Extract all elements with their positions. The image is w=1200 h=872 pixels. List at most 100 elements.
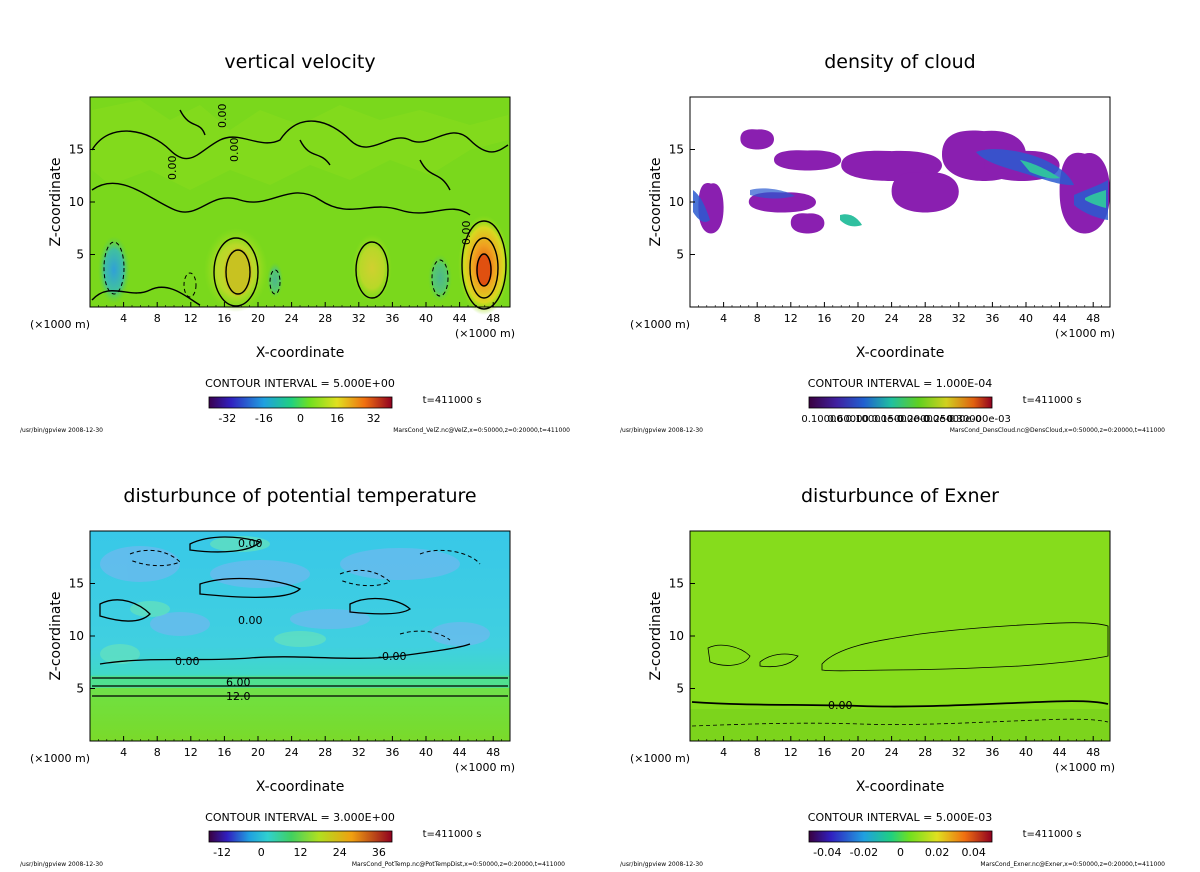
colorbar-ticks: -32 -16 0 16 32 xyxy=(218,412,380,425)
chart-svg: disturbunce of potential temperature xyxy=(20,485,565,868)
colorbar-ticks: 0.100000.600000.10000e-00.15000e-00.2000… xyxy=(801,414,1010,425)
colorbar-tick-label: 16 xyxy=(330,412,344,425)
x-tick-label: 44 xyxy=(1053,312,1067,325)
contour-label: 0.00 xyxy=(238,537,263,550)
chart-svg: disturbunce of Exner 0.00 4 8 12 16 20 24 28 32… xyxy=(620,485,1165,868)
x-tick-label: 4 xyxy=(720,312,727,325)
y-axis-label: Z-coordinate xyxy=(648,591,664,680)
x-tick-label: 32 xyxy=(352,746,366,759)
x-unit-left: (×1000 m) xyxy=(30,752,90,765)
y-axis-label: Z-coordinate xyxy=(48,157,64,246)
colorbar-tick-label: 0 xyxy=(258,846,265,859)
colorbar-tick-label: 0.15000e-0 xyxy=(872,414,929,425)
x-unit-right: (×1000 m) xyxy=(1055,327,1115,340)
updraft-max xyxy=(476,254,492,286)
x-unit-right: (×1000 m) xyxy=(1055,761,1115,774)
x-tick-label: 20 xyxy=(251,312,265,325)
x-tick-label: 24 xyxy=(285,746,299,759)
x-tick-label: 28 xyxy=(918,312,932,325)
x-tick-label: 40 xyxy=(1019,746,1033,759)
lower-layer xyxy=(690,709,1110,741)
cloud-cell xyxy=(790,213,825,234)
footer-right: MarsCond_Exner.nc@Exner,x=0:50000,z=0:20… xyxy=(980,861,1165,868)
colorbar-tick-label: 0 xyxy=(297,412,304,425)
chart-title: vertical velocity xyxy=(224,51,375,73)
x-axis-label: X-coordinate xyxy=(256,345,345,361)
x-unit-left: (×1000 m) xyxy=(630,318,690,331)
contour-label: 0.00 xyxy=(216,104,229,129)
contour-label: 0.00 xyxy=(238,614,263,627)
contour-label: 0.00 xyxy=(228,138,241,163)
cloud-cell xyxy=(891,172,959,213)
x-tick-label: 20 xyxy=(851,746,865,759)
colorbar-tick-label: 0.10000 xyxy=(801,414,842,425)
cloud-highlights xyxy=(693,149,1108,227)
x-tick-label: 44 xyxy=(453,312,467,325)
colorbar-tick-label: 0.20000e-0 xyxy=(898,414,955,425)
y-tick-label: 5 xyxy=(76,682,84,696)
contour-interval: CONTOUR INTERVAL = 5.000E+00 xyxy=(205,377,395,390)
plot-area: 0.00 0.00 -0.00 0.00 6.00 12.0 xyxy=(89,530,511,742)
colorbar-tick-label: 0.10000e-0 xyxy=(846,414,903,425)
plot-area xyxy=(689,96,1111,308)
x-axis-label: X-coordinate xyxy=(856,779,945,795)
colorbar-tick-label: -0.02 xyxy=(850,846,878,859)
zero-contour xyxy=(691,700,1109,708)
time-stamp: t=411000 s xyxy=(1023,829,1082,840)
y-tick-label: 10 xyxy=(669,195,684,209)
colorbar xyxy=(808,396,993,409)
chart-title: disturbunce of Exner xyxy=(801,485,999,507)
y-tick-label: 10 xyxy=(69,195,84,209)
panel-vertical-velocity: vertical velocity xyxy=(0,0,600,434)
negative-contour xyxy=(691,718,1109,727)
colorbar-tick-label: 32 xyxy=(367,412,381,425)
x-tick-label: 28 xyxy=(318,746,332,759)
x-tick-label: 36 xyxy=(385,312,399,325)
y-tick-label: 15 xyxy=(669,143,684,157)
colorbar xyxy=(208,830,393,843)
colorbar xyxy=(808,830,993,843)
x-tick-label: 48 xyxy=(1086,312,1100,325)
contour-interval: CONTOUR INTERVAL = 5.000E-03 xyxy=(808,811,992,824)
colorbar-tick-label: 0.25000e-0 xyxy=(924,414,981,425)
colorbar-tick-label: -12 xyxy=(213,846,231,859)
x-tick-label: 12 xyxy=(784,312,798,325)
y-tick-label: 5 xyxy=(676,682,684,696)
updraft-region xyxy=(352,234,392,302)
y-tick-label: 15 xyxy=(69,143,84,157)
time-stamp: t=411000 s xyxy=(423,829,482,840)
contour-lines xyxy=(92,536,508,697)
x-tick-label: 24 xyxy=(285,312,299,325)
x-tick-label: 8 xyxy=(154,312,161,325)
y-axis-label: Z-coordinate xyxy=(48,591,64,680)
negative-contours xyxy=(103,241,449,298)
x-tick-label: 16 xyxy=(817,312,831,325)
x-tick-label: 8 xyxy=(154,746,161,759)
x-tick-label: 12 xyxy=(784,746,798,759)
x-tick-label: 48 xyxy=(486,312,500,325)
y-tick-label: 15 xyxy=(669,577,684,591)
time-stamp: t=411000 s xyxy=(423,395,482,406)
contour-lines xyxy=(707,622,1109,672)
x-axis-label: X-coordinate xyxy=(856,345,945,361)
panel-potential-temperature: disturbunce of potential temperature xyxy=(0,434,600,868)
stable-layer xyxy=(90,676,510,688)
colorbar-tick-label: 0.04 xyxy=(961,846,986,859)
colorbar-tick-label: 24 xyxy=(333,846,347,859)
y-tick-label: 5 xyxy=(76,248,84,262)
negative-contours xyxy=(129,549,481,641)
colorbar-tick-label: -0.04 xyxy=(813,846,841,859)
contour-interval: CONTOUR INTERVAL = 3.000E+00 xyxy=(205,811,395,824)
contour-label: 12.0 xyxy=(226,690,251,703)
x-tick-label: 24 xyxy=(885,312,899,325)
colorbar-ticks: -0.04 -0.02 0 0.02 0.04 xyxy=(813,846,986,859)
x-tick-label: 16 xyxy=(817,746,831,759)
colorbar-tick-label: 12 xyxy=(294,846,308,859)
x-unit-left: (×1000 m) xyxy=(30,318,90,331)
panel-density-of-cloud: density of cloud 4 8 12 16 20 24 28 32 36 40 44 48 5… xyxy=(600,0,1200,434)
colorbar-ticks: -12 0 12 24 36 xyxy=(213,846,386,859)
x-tick-label: 20 xyxy=(851,312,865,325)
